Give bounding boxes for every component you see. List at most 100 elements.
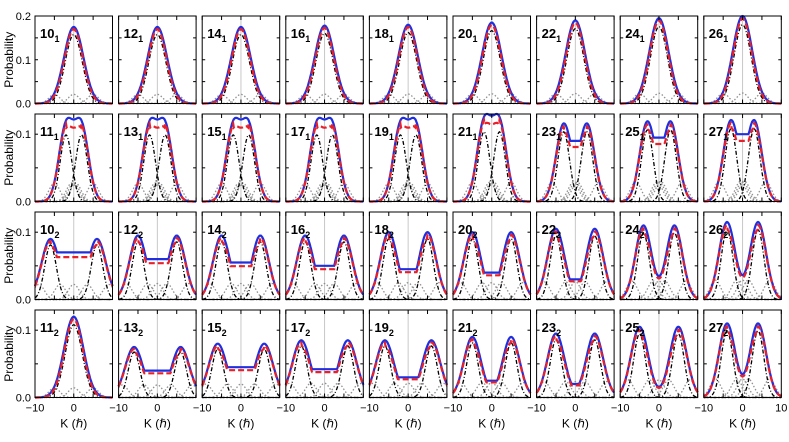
minor-component-curve <box>620 280 698 301</box>
x-tick-label: −10 <box>360 403 379 415</box>
panel-14-2: 142 <box>201 211 281 301</box>
panel-label: 152 <box>207 320 226 338</box>
x-tick-label: −10 <box>444 403 463 415</box>
panel-23-1: 231 <box>536 113 615 203</box>
y-tick-label: 0.1 <box>16 325 31 337</box>
approx-curve <box>452 337 532 394</box>
x-tick-label: −10 <box>26 403 45 415</box>
panel-27-2: 272 −10 0 10 K (ℏ) <box>694 309 787 431</box>
y-tick-label: 0.2 <box>16 11 31 23</box>
component-curve <box>369 238 447 301</box>
panel-16-1: 161 <box>285 15 364 105</box>
panel-label: 171 <box>291 124 310 142</box>
y-tick-label: 0.1 <box>16 129 31 141</box>
approx-curve <box>536 124 615 203</box>
approx-curve <box>201 344 281 387</box>
x-tick-label: 0 <box>405 403 411 415</box>
x-tick-label: 10 <box>775 403 787 415</box>
approx-curve <box>368 233 448 296</box>
panel-14-1: 141 <box>201 15 281 105</box>
approx-curve <box>202 28 280 105</box>
approx-curve <box>535 230 616 295</box>
x-tick-label: 0 <box>154 403 160 415</box>
panel-label: 202 <box>458 222 477 240</box>
minor-component-curve <box>620 180 698 203</box>
total-curve <box>33 237 114 287</box>
panel-12-2: 122 <box>117 211 198 301</box>
minor-component-curve <box>620 180 698 203</box>
y-axis-label: Probability <box>2 326 16 382</box>
approx-curve <box>535 334 616 394</box>
panel-label: 132 <box>124 320 143 338</box>
panel-26-2: 262 <box>703 211 782 301</box>
x-axis-label: K (ℏ) <box>144 417 171 431</box>
y-axis-label: Probability <box>2 32 16 88</box>
panel-label: 262 <box>709 222 728 240</box>
approx-curve <box>453 115 531 203</box>
approx-curve <box>33 239 114 287</box>
panel-12-1: 121 <box>118 15 197 105</box>
minor-component-curve <box>703 180 782 203</box>
x-axis-label: K (ℏ) <box>729 417 756 431</box>
panel-label: 221 <box>542 26 561 44</box>
panel-label: 232 <box>542 320 561 338</box>
panel-label: 101 <box>40 26 59 44</box>
approx-curve <box>368 341 448 386</box>
component-curve <box>620 129 698 203</box>
y-axis-label: Probability <box>2 130 16 186</box>
panel-label: 222 <box>542 222 561 240</box>
approx-curve <box>285 26 364 105</box>
panel-label: 251 <box>625 124 644 142</box>
panel-label: 131 <box>124 124 143 142</box>
panel-21-2: 212 −10 0 K (ℏ) <box>444 309 532 431</box>
minor-component-curve <box>202 282 280 301</box>
panel-25-2: 252 −10 0 K (ℏ) <box>611 309 699 431</box>
panel-label: 142 <box>207 222 226 240</box>
total-curve <box>703 322 782 398</box>
y-tick-label: 0.1 <box>16 55 31 67</box>
minor-component-curve <box>536 380 615 399</box>
panel-25-1: 251 <box>619 113 699 203</box>
panel-label: 191 <box>374 124 393 142</box>
panel-label: 271 <box>709 124 728 142</box>
x-tick-label: 0 <box>572 403 578 415</box>
total-curve <box>619 224 699 300</box>
y-tick-label: 0.0 <box>16 393 31 405</box>
panel-10-1: 101 0.2 0.1 0.0 <box>16 11 113 111</box>
approx-curve <box>369 25 447 105</box>
approx-curve <box>201 236 281 296</box>
y-tick-label: 0.0 <box>16 295 31 307</box>
y-tick-label: 0.1 <box>16 227 31 239</box>
minor-component-curve <box>703 92 782 105</box>
panel-13-1: 131 <box>118 113 197 203</box>
component-curve <box>620 232 698 301</box>
approx-curve <box>117 347 198 387</box>
panel-10-2: 102 0.1 0.0 <box>16 211 114 307</box>
panel-label: 212 <box>458 320 477 338</box>
approx-curve <box>703 324 782 398</box>
approx-curve <box>620 19 698 105</box>
panel-label: 161 <box>291 26 310 44</box>
approx-curve <box>619 226 699 300</box>
panel-15-1: 151 <box>201 113 281 203</box>
panel-label: 141 <box>207 26 226 44</box>
panel-19-2: 192 −10 0 K (ℏ) <box>360 309 448 431</box>
panel-label: 111 <box>40 124 59 142</box>
x-axis-label: K (ℏ) <box>60 417 87 431</box>
total-curve <box>117 345 198 387</box>
approx-curve <box>35 318 113 399</box>
panel-15-2: 152 −10 0 K (ℏ) <box>193 309 281 431</box>
approx-curve <box>35 119 113 203</box>
panel-22-1: 221 <box>536 15 615 105</box>
panel-16-2: 162 <box>284 211 365 301</box>
approx-curve <box>369 119 447 203</box>
x-tick-label: 0 <box>739 403 745 415</box>
panel-24-1: 241 <box>619 15 699 105</box>
x-tick-label: −10 <box>694 403 713 415</box>
panel-label: 181 <box>374 26 393 44</box>
approx-curve <box>285 119 364 203</box>
minor-component-curve <box>536 92 615 105</box>
component-curve <box>452 238 531 301</box>
panel-label: 231 <box>542 124 561 142</box>
x-tick-label: −10 <box>276 403 295 415</box>
